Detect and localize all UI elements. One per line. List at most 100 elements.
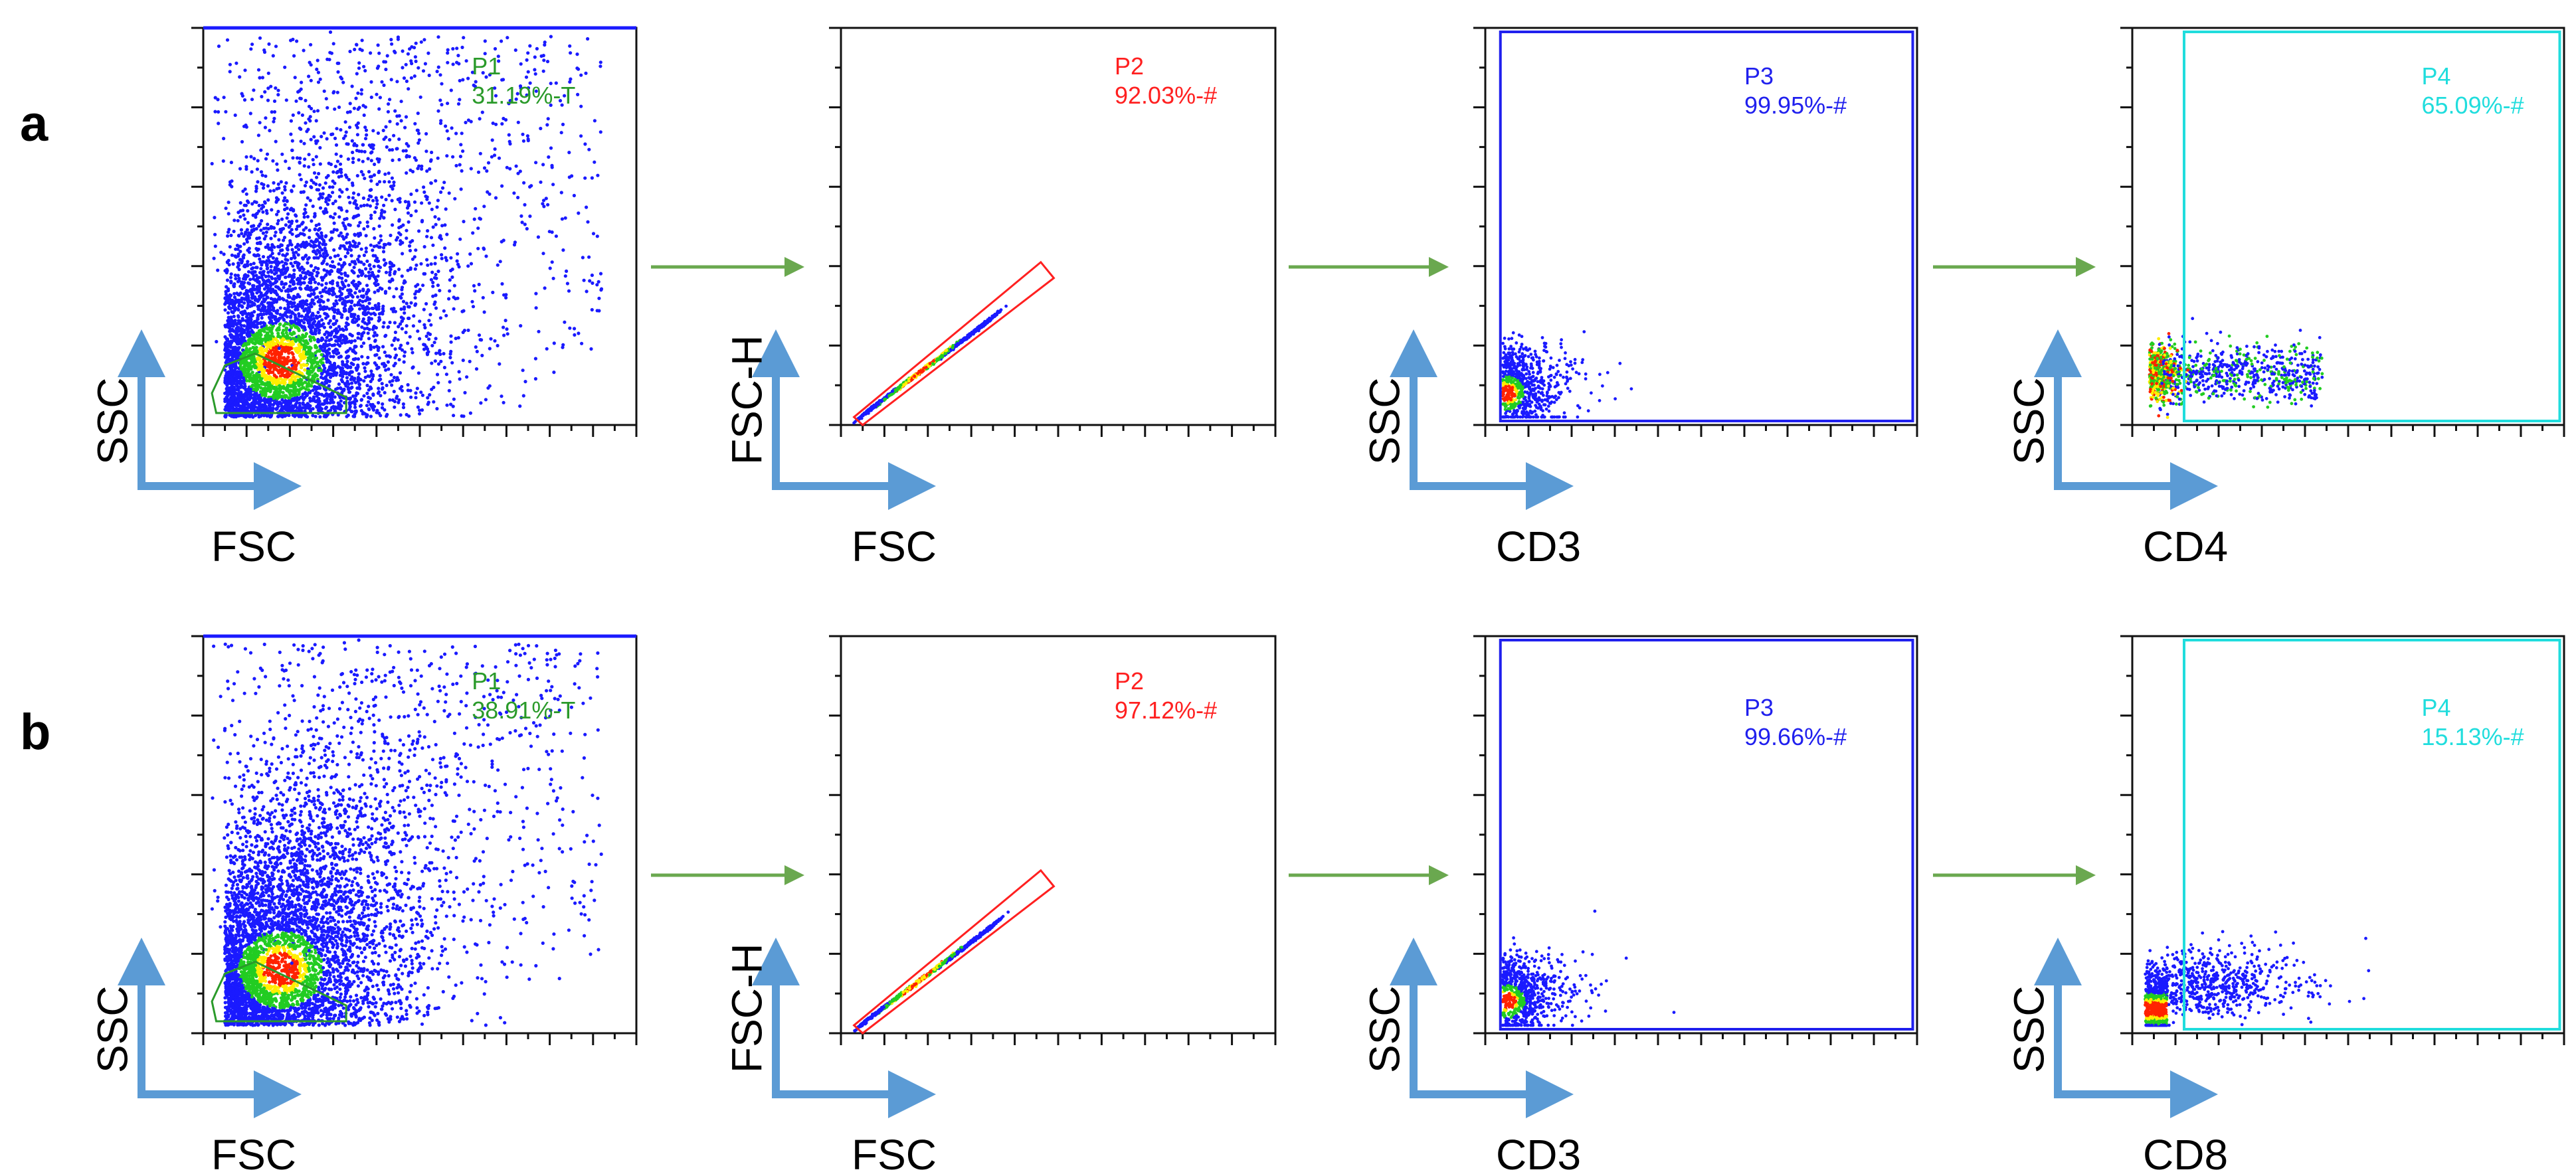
event-dot [412, 314, 416, 318]
event-dot [283, 185, 287, 189]
event-dot [266, 98, 270, 102]
event-dot [349, 254, 353, 258]
event-dot [502, 400, 506, 404]
event-dot [262, 270, 266, 274]
event-dot [317, 171, 321, 176]
event-dot [229, 315, 233, 319]
event-dot [541, 163, 545, 167]
event-dot [275, 199, 279, 203]
event-dot [353, 397, 357, 401]
event-dot [377, 224, 381, 228]
event-dot [306, 196, 310, 200]
event-dot [493, 339, 497, 343]
event-dot [317, 222, 321, 226]
event-dot [242, 292, 246, 296]
event-dot [384, 262, 388, 266]
event-dot [231, 329, 235, 333]
event-dot [298, 274, 303, 278]
event-dot [268, 254, 272, 258]
event-dot [458, 163, 462, 167]
event-dot [291, 337, 295, 341]
event-dot [361, 159, 365, 163]
event-dot [340, 369, 344, 374]
event-dot [278, 377, 282, 381]
event-dot [365, 284, 369, 288]
event-dot [422, 190, 426, 194]
event-dot [263, 126, 267, 129]
event-dot [486, 161, 491, 165]
event-dot [300, 366, 304, 370]
event-dot [356, 207, 360, 210]
event-dot [519, 214, 523, 218]
event-dot [306, 257, 310, 261]
event-dot [337, 262, 341, 266]
event-dot [401, 252, 405, 256]
event-dot [271, 403, 275, 407]
event-dot [434, 337, 438, 341]
event-dot [331, 260, 335, 264]
event-dot [353, 47, 357, 52]
event-dot [577, 211, 581, 215]
event-dot [414, 209, 418, 213]
event-dot [494, 122, 498, 126]
event-dot [325, 330, 329, 334]
event-dot [325, 262, 329, 266]
event-dot [359, 260, 363, 264]
event-dot [335, 61, 339, 65]
event-dot [397, 157, 401, 162]
event-dot [378, 286, 383, 290]
event-dot [414, 41, 418, 45]
event-dot [599, 288, 603, 292]
event-dot [224, 110, 228, 114]
event-dot [361, 294, 365, 298]
event-dot [371, 254, 375, 258]
event-dot [416, 128, 420, 132]
event-dot [445, 403, 449, 407]
event-dot [224, 290, 228, 294]
event-dot [369, 414, 373, 418]
event-dot [275, 162, 279, 166]
event-dot [264, 174, 268, 178]
event-dot [391, 158, 395, 162]
event-dot [403, 126, 407, 129]
event-dot [356, 314, 360, 319]
event-dot [333, 334, 337, 339]
event-dot [240, 317, 244, 321]
event-dot [460, 169, 464, 173]
event-dot [235, 335, 239, 339]
event-dot [314, 344, 318, 348]
event-dot [384, 197, 388, 202]
event-dot [442, 352, 446, 356]
event-dot [333, 107, 337, 111]
event-dot [572, 193, 577, 198]
event-dot [304, 332, 308, 336]
event-dot [391, 223, 395, 227]
event-dot [580, 341, 584, 345]
event-dot [525, 58, 529, 62]
event-dot [590, 273, 595, 278]
event-dot [565, 282, 570, 286]
event-dot [278, 400, 282, 404]
event-dot [223, 308, 227, 312]
event-dot [257, 276, 261, 280]
event-dot [296, 326, 300, 330]
event-dot [407, 87, 411, 91]
event-dot [272, 116, 276, 121]
event-dot [534, 292, 538, 295]
event-dot [250, 202, 254, 206]
event-dot [297, 312, 301, 316]
event-dot [502, 238, 506, 242]
event-dot [428, 393, 432, 397]
event-dot [359, 398, 364, 402]
event-dot [561, 248, 565, 252]
event-dot [337, 325, 341, 329]
event-dot [401, 299, 406, 303]
event-dot [390, 383, 394, 387]
event-dot [242, 253, 246, 257]
plot-panel [829, 635, 1277, 1045]
event-dot [329, 325, 333, 329]
event-dot [434, 351, 438, 355]
event-dot [299, 127, 303, 131]
event-dot [295, 39, 299, 43]
event-dot [266, 222, 270, 226]
